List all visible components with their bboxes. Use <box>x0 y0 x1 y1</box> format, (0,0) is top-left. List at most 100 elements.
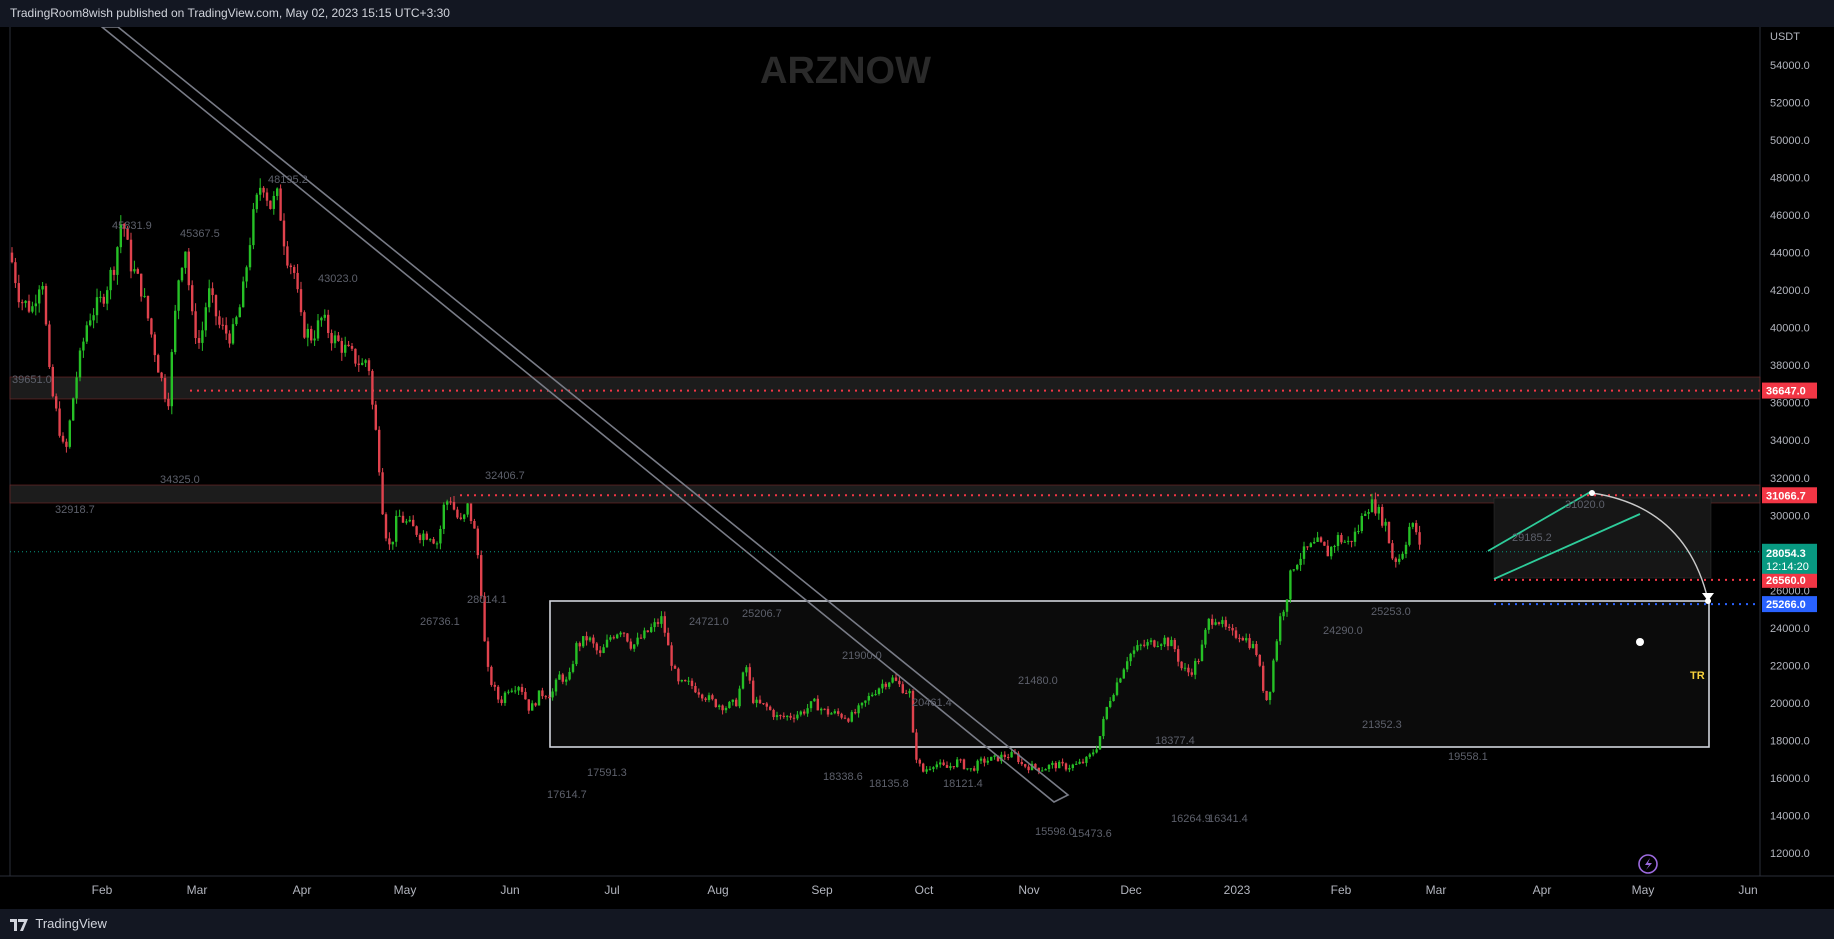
candle-body <box>306 328 309 338</box>
price-axis: 54000.0 52000.0 50000.0 48000.0 46000.0 44000… <box>1770 60 1810 860</box>
candle-body <box>1088 754 1091 757</box>
rising-channel-lower <box>1493 513 1641 580</box>
candle-body <box>1112 694 1115 701</box>
candle-body <box>34 303 37 307</box>
candle-body <box>1272 660 1275 692</box>
candle-body <box>449 501 452 503</box>
current-price-label: 28054.3 <box>1766 548 1806 560</box>
candle-body <box>55 396 58 409</box>
candle-body <box>242 281 245 308</box>
candle-body <box>490 666 493 685</box>
replay-icon[interactable] <box>1638 854 1658 874</box>
candle-body <box>928 768 932 770</box>
candle-body <box>1268 691 1272 701</box>
candle-body <box>1166 637 1170 647</box>
price-annotation: 32918.7 <box>55 504 95 516</box>
candle-body <box>697 692 700 695</box>
candle-body <box>775 715 779 718</box>
candle-body <box>469 503 473 521</box>
currency-label: USDT <box>1770 31 1800 43</box>
candle-body <box>378 429 381 473</box>
candle-body <box>85 325 88 342</box>
candle-body <box>973 768 976 771</box>
price-annotation: 24721.0 <box>689 616 729 628</box>
time-tick-label: Mar <box>187 883 208 897</box>
candle-body <box>163 378 167 399</box>
candle-body <box>1316 537 1319 542</box>
candle-body <box>170 352 173 407</box>
candle-body <box>208 288 211 308</box>
candle-body <box>456 509 459 518</box>
candle-body <box>221 324 224 326</box>
recent-range-box <box>1493 497 1712 579</box>
candle-body <box>585 636 588 641</box>
trading-range-label: TR <box>1690 670 1705 682</box>
candle-body <box>1326 545 1329 557</box>
candle-body <box>1384 521 1387 526</box>
candle-body <box>1041 770 1044 772</box>
candle-body <box>1228 626 1231 628</box>
resistance-zone-lower <box>9 484 1761 504</box>
candle-body <box>1292 569 1295 571</box>
candle-body <box>480 555 483 597</box>
candle-body <box>1234 630 1238 638</box>
candle-body <box>796 714 799 719</box>
candle-body <box>1401 553 1404 559</box>
time-tick-label: 2023 <box>1224 883 1251 897</box>
candle-body <box>68 420 71 447</box>
candle-body <box>51 366 54 397</box>
tradingview-logo[interactable]: TradingView <box>10 909 107 939</box>
candle-body <box>1105 707 1108 719</box>
candle-body <box>650 627 653 632</box>
candle-body <box>1126 661 1129 670</box>
candle-body <box>1136 645 1139 651</box>
candle-body <box>1183 667 1187 669</box>
candle-body <box>745 667 748 673</box>
candle-body <box>945 765 949 768</box>
candle-body <box>106 290 109 304</box>
candle-body <box>31 306 34 312</box>
candle-body <box>112 269 116 275</box>
clock-marker-icon <box>1636 638 1644 646</box>
candle-body <box>1350 540 1353 542</box>
time-tick-label: Mar <box>1426 883 1447 897</box>
candle-body <box>313 338 316 341</box>
candles <box>10 178 1421 775</box>
candle-body <box>140 273 143 297</box>
candle-body <box>823 708 826 710</box>
candle-body <box>1119 678 1122 683</box>
candle-body <box>398 515 401 517</box>
candle-body <box>1374 499 1377 514</box>
candle-body <box>554 679 558 692</box>
candle-body <box>741 672 745 689</box>
price-annotation: 34325.0 <box>160 474 200 486</box>
price-chart[interactable]: ARZNOW TR 39651.0 45831.9 45367.5 48195.2 43… <box>0 27 1834 909</box>
candle-body <box>711 695 714 700</box>
candle-body <box>816 698 819 711</box>
candle-body <box>191 285 194 312</box>
arc-arrowhead <box>1702 593 1714 601</box>
candle-body <box>1024 764 1027 767</box>
candle-body <box>565 679 568 682</box>
candle-body <box>425 533 428 540</box>
candle-body <box>1299 558 1302 566</box>
price-annotation: 18121.4 <box>943 778 983 790</box>
candle-body <box>1404 544 1408 554</box>
candle-body <box>1258 654 1261 666</box>
candle-body <box>803 711 806 714</box>
candle-body <box>911 690 915 733</box>
candle-body <box>381 472 384 515</box>
candle-body <box>707 695 711 700</box>
candle-body <box>1248 638 1251 649</box>
candle-body <box>568 671 571 680</box>
candle-body <box>276 188 279 196</box>
candle-body <box>939 762 942 765</box>
candle-body <box>850 712 853 722</box>
price-tick-label: 24000.0 <box>1770 623 1810 635</box>
candle-body <box>1054 762 1057 769</box>
price-annotation: 19558.1 <box>1448 751 1488 763</box>
candle-body <box>1122 669 1125 679</box>
candle-body <box>1156 645 1159 647</box>
candle-body <box>1265 690 1268 701</box>
candle-body <box>245 267 248 282</box>
